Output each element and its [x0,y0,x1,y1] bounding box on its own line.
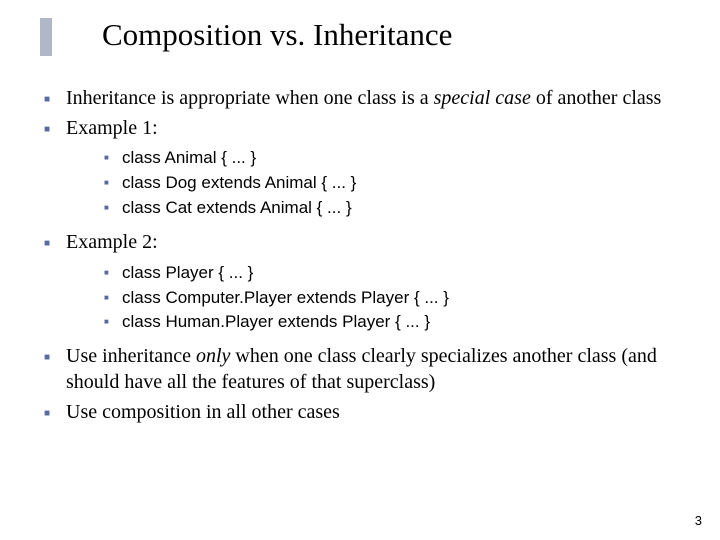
text-span: Inheritance is appropriate when one clas… [66,87,434,109]
bullet-text: Example 1: [66,116,158,142]
square-bullet-icon: ■ [44,400,66,419]
code-line: class Computer.Player extends Player { .… [122,287,449,310]
bullet-item: ■ Use composition in all other cases [44,400,690,426]
text-italic: only [196,345,230,367]
bullet-text: Use composition in all other cases [66,400,340,426]
page-number: 3 [695,513,702,528]
sub-bullet-item: ■ class Human.Player extends Player { ..… [104,311,690,334]
bullet-text: Use inheritance only when one class clea… [66,344,690,395]
slide-body: ■ Inheritance is appropriate when one cl… [44,86,690,429]
sub-bullet-item: ■ class Cat extends Animal { ... } [104,197,690,220]
code-line: class Cat extends Animal { ... } [122,197,352,220]
bullet-item: ■ Use inheritance only when one class cl… [44,344,690,395]
title-accent-bar [40,18,52,56]
slide-title: Composition vs. Inheritance [102,18,452,52]
sub-bullet-item: ■ class Dog extends Animal { ... } [104,172,690,195]
square-bullet-icon: ■ [44,116,66,135]
square-bullet-icon: ■ [44,230,66,249]
code-line: class Dog extends Animal { ... } [122,172,356,195]
title-block: Composition vs. Inheritance [40,18,452,52]
code-line: class Animal { ... } [122,147,256,170]
text-italic: special case [434,87,531,109]
square-bullet-icon: ■ [44,86,66,105]
text-span: of another class [531,87,662,109]
square-bullet-icon: ■ [104,172,122,187]
bullet-item: ■ Example 1: [44,116,690,142]
text-span: Use inheritance [66,345,196,367]
code-line: class Player { ... } [122,262,253,285]
sub-bullet-item: ■ class Computer.Player extends Player {… [104,287,690,310]
square-bullet-icon: ■ [44,344,66,363]
square-bullet-icon: ■ [104,197,122,212]
square-bullet-icon: ■ [104,311,122,326]
square-bullet-icon: ■ [104,287,122,302]
bullet-text: Inheritance is appropriate when one clas… [66,86,661,112]
bullet-text: Example 2: [66,230,158,256]
sub-bullet-group: ■ class Player { ... } ■ class Computer.… [104,262,690,335]
square-bullet-icon: ■ [104,262,122,277]
square-bullet-icon: ■ [104,147,122,162]
bullet-item: ■ Inheritance is appropriate when one cl… [44,86,690,112]
code-line: class Human.Player extends Player { ... … [122,311,430,334]
bullet-item: ■ Example 2: [44,230,690,256]
sub-bullet-item: ■ class Player { ... } [104,262,690,285]
sub-bullet-item: ■ class Animal { ... } [104,147,690,170]
sub-bullet-group: ■ class Animal { ... } ■ class Dog exten… [104,147,690,220]
slide: Composition vs. Inheritance ■ Inheritanc… [0,0,720,540]
